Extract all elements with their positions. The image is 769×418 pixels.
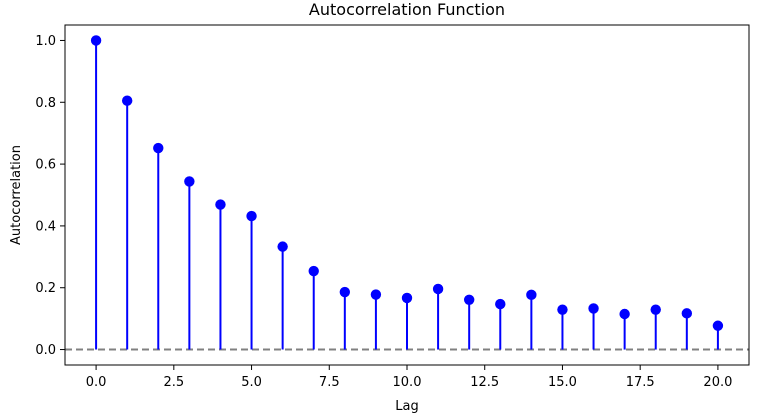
stem-marker: [712, 320, 724, 331]
stem-marker: [339, 286, 351, 298]
x-tick-label: 20.0: [703, 375, 732, 390]
x-tick-label: 2.5: [163, 375, 184, 390]
plot-marks: [65, 35, 749, 351]
stem-marker: [432, 283, 444, 295]
stem-marker: [184, 176, 195, 187]
y-axis-label: Autocorrelation: [9, 145, 24, 245]
stem-marker: [526, 289, 537, 301]
y-tick-label: 1.0: [35, 34, 56, 49]
y-tick-label: 0.4: [35, 219, 56, 234]
y-tick-label: 0.6: [35, 158, 56, 173]
y-tick-label: 0.0: [35, 343, 56, 358]
x-axis-ticks: 0.0 2.5 5.0 7.5 10.0 12.5 15.0 17.5 20.0: [86, 365, 732, 390]
stem-marker: [246, 210, 257, 222]
stem-marker: [463, 294, 475, 305]
stem-marker: [121, 95, 133, 106]
x-tick-label: 17.5: [626, 375, 655, 390]
stem-marker: [277, 241, 288, 252]
x-tick-label: 10.0: [393, 375, 422, 390]
stem-marker: [215, 199, 226, 210]
x-tick-label: 12.5: [470, 375, 499, 390]
stem-marker: [370, 289, 382, 300]
stem-marker: [308, 265, 319, 277]
y-tick-label: 0.8: [35, 96, 56, 111]
x-tick-label: 7.5: [319, 375, 340, 390]
stem-marker: [401, 292, 413, 304]
x-tick-label: 0.0: [86, 375, 107, 390]
y-tick-label: 0.2: [35, 281, 56, 296]
y-axis-ticks: 0.0 0.2 0.4 0.6 0.8 1.0: [35, 34, 65, 358]
x-axis-label: Lag: [395, 399, 418, 414]
stem-marker: [681, 308, 693, 319]
stem-marker: [650, 304, 661, 315]
stem-marker: [557, 304, 568, 315]
x-tick-label: 5.0: [241, 375, 262, 390]
plot-frame: [64, 24, 750, 366]
x-tick-label: 15.0: [548, 375, 577, 390]
stem-marker: [588, 303, 599, 314]
stem-marker: [495, 298, 506, 310]
stem-marker: [153, 142, 164, 154]
stem-marker: [90, 35, 102, 46]
stem-marker: [619, 308, 630, 320]
chart-title: Autocorrelation Function: [309, 0, 505, 19]
